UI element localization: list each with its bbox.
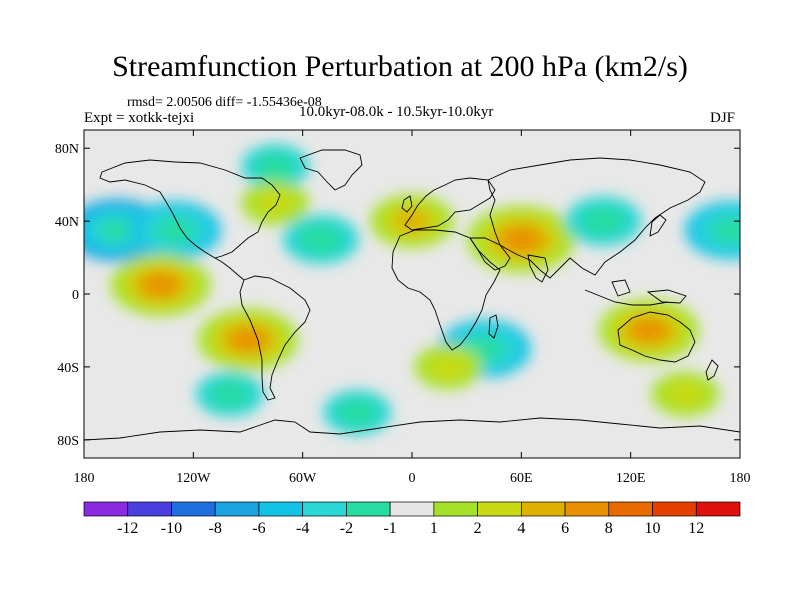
coastline-india bbox=[527, 254, 549, 283]
coastline-north-america bbox=[99, 159, 281, 259]
colorbar-label: 1 bbox=[430, 520, 438, 537]
coastline-new-guinea bbox=[646, 289, 687, 304]
contour-region bbox=[428, 353, 469, 381]
time-period-label: 10.0kyr-08.0k - 10.5kyr-10.0kyr bbox=[299, 104, 494, 120]
lon-tick-label: 60W bbox=[289, 471, 317, 486]
colorbar-swatch bbox=[520, 501, 566, 517]
colorbar-swatch bbox=[346, 501, 391, 517]
colorbar-label: 4 bbox=[517, 520, 525, 537]
colorbar-swatch bbox=[608, 501, 653, 517]
coastline-arabia bbox=[469, 237, 511, 271]
colorbar-label: -6 bbox=[252, 520, 265, 537]
colorbar: -12 -10 -8 -6 -4 -2 -1 1 2 4 6 8 10 12 bbox=[83, 501, 741, 537]
lon-tick-label: 60E bbox=[510, 471, 533, 486]
experiment-label: Expt = xotkk-tejxi bbox=[84, 110, 195, 126]
coastline-central-america bbox=[214, 257, 245, 281]
lon-tick-label: 180 bbox=[730, 471, 751, 486]
coastline-madagascar bbox=[488, 314, 499, 339]
contour-region bbox=[580, 206, 627, 236]
lon-tick-label: 180 bbox=[74, 471, 95, 486]
colorbar-swatch bbox=[564, 501, 610, 517]
season-label: DJF bbox=[710, 110, 736, 126]
colorbar-swatch bbox=[127, 501, 172, 517]
chart-title: Streamfunction Perturbation at 200 hPa (… bbox=[112, 50, 688, 83]
colorbar-swatch bbox=[302, 501, 347, 517]
colorbar-swatch bbox=[652, 501, 697, 517]
contour-region bbox=[155, 217, 195, 243]
coastline-new-zealand bbox=[705, 359, 719, 381]
contour-region bbox=[143, 274, 178, 296]
contour-region bbox=[503, 228, 540, 251]
lat-tick-label: 80N bbox=[55, 142, 79, 157]
colorbar-swatch bbox=[83, 501, 129, 517]
contour-region bbox=[664, 380, 706, 408]
coastline-indonesia bbox=[584, 289, 669, 306]
colorbar-label: 8 bbox=[605, 520, 613, 537]
coastline-europe bbox=[404, 177, 496, 231]
contour-region bbox=[231, 329, 265, 350]
lat-tick-label: 0 bbox=[72, 288, 79, 303]
colorbar-swatch bbox=[258, 501, 304, 517]
contour-region bbox=[209, 380, 251, 408]
contour-region bbox=[394, 209, 430, 233]
lat-tick-label: 40S bbox=[57, 361, 79, 376]
contour-fill-layer bbox=[84, 144, 740, 435]
coastline-japan bbox=[649, 214, 667, 237]
rmsd-diff-stats: rmsd= 2.00506 diff= -1.55436e-08 bbox=[127, 95, 322, 110]
lon-tick-label: 120E bbox=[616, 471, 646, 486]
colorbar-swatch bbox=[171, 501, 216, 517]
coastline-greenland bbox=[299, 149, 363, 191]
colorbar-label: -1 bbox=[383, 520, 396, 537]
contour-region bbox=[254, 189, 296, 217]
coastline-borneo bbox=[611, 279, 631, 297]
colorbar-label: 10 bbox=[645, 520, 661, 537]
colorbar-swatch bbox=[214, 501, 260, 517]
coastlines bbox=[84, 149, 740, 441]
lon-tick-label: 120W bbox=[176, 471, 211, 486]
lat-tick-label: 80S bbox=[57, 434, 79, 449]
coastline-south-america bbox=[239, 275, 311, 401]
contour-region bbox=[632, 320, 666, 341]
coastline-uk bbox=[401, 195, 413, 213]
colorbar-label: -4 bbox=[296, 520, 309, 537]
colorbar-label: 2 bbox=[474, 520, 482, 537]
colorbar-swatch bbox=[477, 501, 522, 517]
contour-region bbox=[100, 219, 134, 241]
lon-tick-label: 0 bbox=[409, 471, 416, 486]
colorbar-label: -12 bbox=[117, 520, 138, 537]
lat-tick-label: 40N bbox=[55, 215, 79, 230]
colorbar-swatch bbox=[695, 501, 741, 517]
contour-region bbox=[298, 224, 344, 255]
contour-region bbox=[711, 217, 740, 243]
colorbar-label: -2 bbox=[340, 520, 353, 537]
coastline-antarctica bbox=[84, 417, 740, 441]
coastline-asia bbox=[487, 157, 706, 279]
contour-region bbox=[336, 399, 378, 426]
axis-ticks: 80N 40N 0 40S 80S 180 120W 60W 0 60E 120E 180 bbox=[55, 130, 751, 486]
colorbar-swatch bbox=[389, 501, 435, 517]
colorbar-label: 12 bbox=[688, 520, 704, 537]
colorbar-swatch bbox=[433, 501, 478, 517]
colorbar-label: 6 bbox=[561, 520, 569, 537]
contour-region bbox=[254, 153, 296, 180]
colorbar-label: -10 bbox=[161, 520, 182, 537]
coastline-australia bbox=[617, 311, 696, 363]
colorbar-label: -8 bbox=[209, 520, 222, 537]
